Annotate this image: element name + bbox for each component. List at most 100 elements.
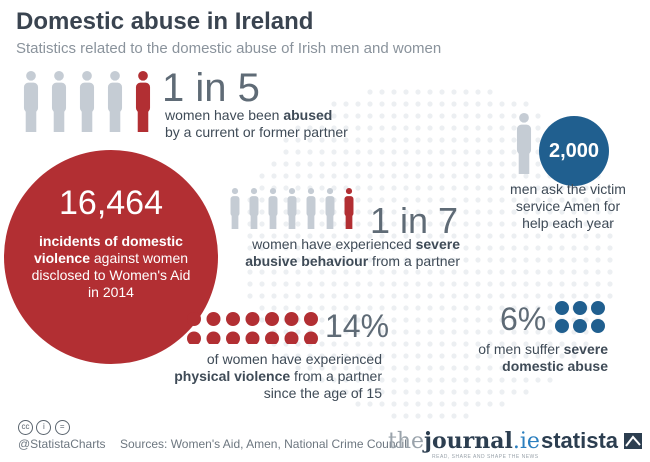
map-dot	[259, 185, 265, 191]
map-dot	[379, 341, 385, 347]
map-dot	[511, 137, 517, 143]
map-dot	[367, 281, 373, 287]
map-dot	[403, 401, 409, 407]
map-dot	[535, 281, 541, 287]
map-dot	[535, 185, 541, 191]
map-dot	[499, 317, 505, 323]
map-dot	[511, 173, 517, 179]
map-dot	[427, 161, 433, 167]
map-dot	[559, 365, 565, 371]
map-dot	[415, 89, 421, 95]
map-dot	[511, 113, 517, 119]
map-dot	[319, 137, 325, 143]
map-dot	[475, 149, 481, 155]
map-dot	[427, 293, 433, 299]
person-icon	[287, 188, 297, 229]
map-dot	[487, 125, 493, 131]
map-dot	[307, 245, 313, 251]
map-dot	[511, 377, 517, 383]
map-dot	[475, 365, 481, 371]
map-dot	[367, 245, 373, 251]
map-dot	[439, 89, 445, 95]
map-dot	[379, 281, 385, 287]
map-dot	[511, 269, 517, 275]
map-dot	[523, 365, 529, 371]
map-dot	[487, 269, 493, 275]
map-dot	[487, 257, 493, 263]
map-dot	[439, 221, 445, 227]
map-dot	[367, 173, 373, 179]
map-dot	[595, 197, 601, 203]
map-dot	[307, 353, 313, 359]
map-dot	[463, 173, 469, 179]
map-dot	[571, 185, 577, 191]
incidents-value: 16,464	[59, 184, 163, 222]
map-dot	[355, 137, 361, 143]
map-dot	[247, 233, 253, 239]
stat-1-in-7-text: women have experienced severe abusive be…	[245, 236, 460, 269]
map-dot	[427, 305, 433, 311]
stat-dot	[265, 331, 279, 344]
map-dot	[379, 245, 385, 251]
map-dot	[451, 233, 457, 239]
map-dot	[343, 137, 349, 143]
map-dot	[367, 101, 373, 107]
map-dot	[487, 305, 493, 311]
map-dot	[451, 113, 457, 119]
sources-note: Sources: Women's Aid, Amen, National Cri…	[120, 437, 407, 451]
map-dot	[427, 209, 433, 215]
blue-dot-grid	[555, 301, 605, 333]
map-dot	[391, 209, 397, 215]
map-dot	[331, 185, 337, 191]
map-dot	[367, 341, 373, 347]
map-dot	[343, 101, 349, 107]
map-dot	[427, 377, 433, 383]
map-dot	[283, 197, 289, 203]
map-dot	[583, 293, 589, 299]
stat-dot	[245, 331, 260, 344]
map-dot	[607, 221, 613, 227]
map-dot	[451, 149, 457, 155]
person-icon	[306, 188, 316, 229]
map-dot	[283, 161, 289, 167]
map-dot	[367, 353, 373, 359]
map-dot	[499, 329, 505, 335]
map-dot	[451, 413, 457, 419]
map-dot	[403, 101, 409, 107]
map-dot	[295, 329, 301, 335]
map-dot	[535, 293, 541, 299]
map-dot	[475, 341, 481, 347]
map-dot	[439, 401, 445, 407]
map-dot	[319, 353, 325, 359]
map-dot	[331, 305, 337, 311]
map-dot	[451, 197, 457, 203]
statista-handle[interactable]: @StatistaCharts	[18, 437, 106, 451]
person-icon	[325, 188, 335, 229]
map-dot	[511, 293, 517, 299]
map-dot	[439, 293, 445, 299]
map-dot	[403, 413, 409, 419]
map-dot	[427, 317, 433, 323]
map-dot	[463, 221, 469, 227]
map-dot	[379, 113, 385, 119]
map-dot	[283, 269, 289, 275]
map-dot	[583, 233, 589, 239]
map-dot	[547, 353, 553, 359]
map-dot	[559, 269, 565, 275]
map-dot	[523, 317, 529, 323]
map-dot	[535, 305, 541, 311]
map-dot	[355, 377, 361, 383]
map-dot	[355, 173, 361, 179]
map-dot	[391, 281, 397, 287]
map-dot	[295, 257, 301, 263]
map-dot	[463, 389, 469, 395]
map-dot	[559, 257, 565, 263]
map-dot	[451, 137, 457, 143]
statista-logo: statista	[541, 428, 643, 454]
map-dot	[331, 173, 337, 179]
map-dot	[487, 365, 493, 371]
map-dot	[439, 149, 445, 155]
person-icon	[516, 113, 532, 174]
map-dot	[583, 209, 589, 215]
men-amen-text: men ask the victim service Amen for help…	[510, 181, 626, 231]
